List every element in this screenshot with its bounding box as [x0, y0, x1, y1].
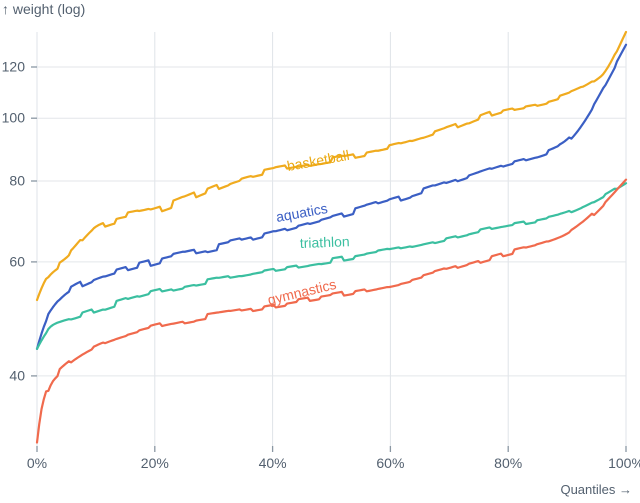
svg-text:80: 80	[9, 173, 25, 189]
svg-text:60%: 60%	[376, 455, 404, 471]
svg-text:100: 100	[2, 110, 26, 126]
svg-text:0%: 0%	[27, 455, 47, 471]
svg-text:120: 120	[2, 59, 26, 75]
svg-text:100%: 100%	[608, 455, 640, 471]
svg-text:40%: 40%	[259, 455, 287, 471]
svg-text:60: 60	[9, 253, 25, 269]
svg-text:basketball: basketball	[286, 147, 351, 174]
svg-text:gymnastics: gymnastics	[266, 276, 338, 308]
svg-text:20%: 20%	[141, 455, 169, 471]
svg-text:80%: 80%	[494, 455, 522, 471]
svg-text:40: 40	[9, 367, 25, 383]
svg-text:triathlon: triathlon	[300, 233, 350, 251]
